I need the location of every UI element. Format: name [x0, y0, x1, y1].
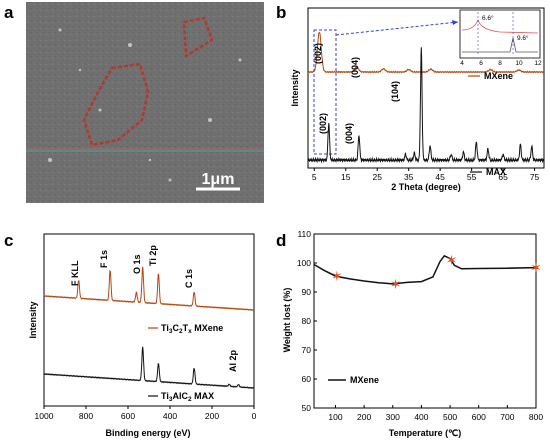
xrd-x-ticks: 5 15 25 35 45 55 65 75: [312, 168, 540, 182]
panel-a: 1μm a: [4, 2, 264, 203]
tga-marker-star: ✶: [331, 269, 343, 285]
xrd-peak-label-max-004: (004): [344, 123, 354, 144]
xrd-inset-tick-label: 10: [515, 60, 523, 67]
xrd-inset-frame: [459, 9, 541, 59]
xps-label-ti2p: Ti 2p: [148, 245, 158, 266]
tga-y-tick-label: 100: [297, 258, 311, 268]
xps-x-axis-label: Binding energy (eV): [105, 428, 190, 438]
xps-legend-mxene: Ti3C2Tx MXene: [161, 323, 223, 335]
xrd-inset-tick-label: 6: [479, 60, 483, 67]
xrd-highlight-box: [313, 29, 337, 155]
tga-y-axis-label: Weight lost (%): [282, 288, 292, 353]
flake-outline-small: [182, 16, 214, 59]
panel-c: c Intensity Binding energy (eV) 1000 800 6…: [4, 231, 257, 438]
tga-y-tick-label: 50: [302, 403, 312, 413]
xps-x-tick-label: 0: [252, 411, 257, 421]
xrd-legend-mxene: MXene: [484, 71, 513, 81]
tga-series-mxene: [313, 254, 537, 285]
xrd-x-tick-label: 15: [341, 172, 351, 182]
xps-label-c1s: C 1s: [184, 269, 194, 288]
xrd-x-tick-label: 65: [498, 172, 508, 182]
xrd-x-tick-label: 5: [312, 172, 317, 182]
xrd-inset-tick-label: 4: [460, 60, 464, 67]
xrd-peak-label-mxene-004: (004): [350, 57, 360, 78]
tga-x-tick-label: 300: [386, 412, 400, 422]
sem-flakes: [48, 28, 242, 182]
xrd-x-tick-label: 25: [372, 172, 382, 182]
xps-x-tick-label: 1000: [35, 411, 54, 421]
xrd-inset-label-1: 6.6°: [482, 14, 494, 22]
panel-d: d Weight lost (%) Temperature (℃) 100 200…: [276, 229, 543, 438]
tga-x-tick-label: 500: [443, 412, 457, 422]
panel-label-d: d: [276, 231, 286, 250]
xrd-x-tick-label: 35: [404, 172, 414, 182]
xps-x-tick-label: 200: [205, 411, 219, 421]
xps-legend-max: Ti3AlC2 MAX: [161, 391, 214, 403]
tga-x-tick-label: 200: [357, 412, 371, 422]
xrd-inset-tick-label: 12: [534, 60, 542, 67]
xps-x-tick-label: 600: [121, 411, 135, 421]
xrd-legend-max: MAX: [486, 167, 506, 177]
xrd-x-axis-label: 2 Theta (degree): [391, 182, 461, 192]
xrd-peak-label-max-104: (104): [390, 81, 400, 102]
tga-marker-star: ✶: [390, 277, 402, 293]
xps-label-al2p: Al 2p: [228, 349, 238, 372]
xps-x-ticks: 1000 800 600 400 200 0: [35, 406, 257, 421]
xps-series-max: [43, 346, 255, 389]
xps-x-tick-label: 800: [79, 411, 93, 421]
flake-outline-large: [82, 62, 150, 147]
tga-y-tick-label: 110: [297, 229, 311, 239]
panel-b: b Intensity 2 Theta (degree) 5 15 25 35 45 55…: [276, 3, 545, 192]
xrd-x-tick-label: 45: [435, 172, 445, 182]
xrd-x-tick-label: 55: [467, 172, 477, 182]
xps-label-f1s: F 1s: [99, 250, 109, 268]
xrd-peak-label-mxene-002: (002): [313, 43, 323, 64]
tga-legend-label: MXene: [350, 375, 379, 385]
xps-plot-frame: [43, 233, 255, 407]
xps-y-axis-label: Intensity: [28, 301, 38, 338]
xrd-x-tick-label: 75: [530, 172, 540, 182]
xrd-inset-tick-label: 8: [498, 60, 502, 67]
tga-marker-star: ✶: [446, 253, 458, 269]
xrd-series-max: [307, 47, 545, 164]
xrd-inset: 6.6° 9.6° 4 6 8 10 12: [459, 9, 542, 67]
xrd-plot-frame: [307, 7, 545, 169]
xrd-peak-label-max-002: (002): [318, 113, 328, 134]
xps-label-o1s: O 1s: [132, 254, 142, 274]
tga-ticks: 100 200 300 400 500 600 700 800 50 60 70 80 90 100 110: [297, 229, 544, 422]
tga-x-tick-label: 400: [414, 412, 428, 422]
tga-x-tick-label: 800: [529, 412, 543, 422]
xrd-inset-ticks: 4 6 8 10 12: [460, 60, 542, 67]
xrd-inset-label-2: 9.6°: [517, 34, 529, 42]
panel-label-b: b: [276, 3, 286, 22]
xrd-series-mxene: [307, 32, 545, 74]
scale-bar-label: 1μm: [202, 171, 235, 188]
xps-label-fkll: F KLL: [70, 260, 80, 286]
xrd-inset-arrowhead: [452, 20, 458, 25]
xps-x-tick-label: 400: [163, 411, 177, 421]
tga-x-tick-label: 700: [500, 412, 514, 422]
tga-markers: ✶ ✶ ✶ ✶: [331, 253, 542, 293]
tga-marker-star: ✶: [530, 261, 542, 277]
xps-series-mxene: [43, 266, 255, 311]
panel-label-c: c: [4, 231, 13, 250]
tga-x-tick-label: 600: [472, 412, 486, 422]
tga-y-tick-label: 70: [302, 345, 312, 355]
tga-y-tick-label: 60: [302, 374, 312, 384]
xrd-inset-arrow: [335, 21, 459, 36]
tga-y-tick-label: 80: [302, 316, 312, 326]
tga-x-tick-label: 100: [328, 412, 342, 422]
tga-y-tick-label: 90: [302, 287, 312, 297]
tga-x-axis-label: Temperature (℃): [389, 428, 461, 438]
panel-label-a: a: [4, 3, 14, 22]
tga-plot-frame: [313, 233, 537, 409]
xrd-y-axis-label: Intensity: [290, 69, 300, 106]
